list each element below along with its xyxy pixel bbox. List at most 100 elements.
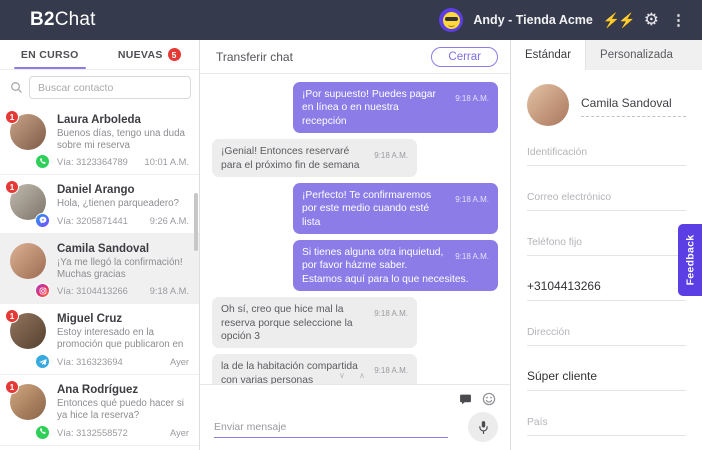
contact-list: 1 Laura Arboleda Buenos días, tengo una …	[0, 105, 199, 450]
message-input[interactable]	[214, 417, 448, 438]
field-placeholder: Dirección	[527, 327, 570, 338]
unread-badge: 1	[5, 180, 19, 195]
contact-list-item[interactable]: 1 Sebastián Arciniegas Ya hice la reserv…	[0, 446, 199, 450]
chat-message: 9:18 A.M. ¡Genial! Entonces reservaré pa…	[212, 139, 498, 177]
instagram-icon	[35, 283, 50, 299]
composer: ∨ ∧	[200, 371, 510, 450]
tab-en-curso[interactable]: EN CURSO	[0, 40, 100, 69]
feedback-label: Feedback	[684, 234, 696, 286]
form-field[interactable]: Teléfono fijo	[527, 232, 686, 256]
message-time: 9:18 A.M.	[374, 151, 408, 161]
logo-bold: B2	[30, 9, 55, 30]
transfer-chat-link[interactable]: Transferir chat	[216, 49, 293, 64]
conversations-sidebar: EN CURSO NUEVAS 5 1 Laura Arboleda	[0, 40, 200, 450]
field-placeholder: Correo electrónico	[527, 192, 612, 203]
feedback-button[interactable]: Feedback	[678, 224, 702, 296]
message-text: Oh sí, creo que hice mal la reserva porq…	[221, 304, 353, 342]
message-preview: Hola, ¿tienen parqueadero?	[57, 198, 180, 210]
message-bubble: 9:18 A.M. Si tienes alguna otra inquietu…	[293, 240, 498, 292]
mic-icon	[478, 420, 488, 434]
contact-time: Ayer	[170, 427, 189, 438]
sunglasses-emoji-icon	[442, 11, 460, 29]
chat-header: Transferir chat Cerrar	[200, 40, 510, 74]
field-placeholder: País	[527, 417, 548, 428]
emoji-icon[interactable]	[482, 392, 496, 406]
message-bubble: 9:18 A.M. Oh sí, creo que hice mal la re…	[212, 297, 417, 349]
message-bubble: 9:18 A.M. ¡Perfecto! Te confirmaremos po…	[293, 182, 498, 234]
contact-list-item[interactable]: 1 Miguel Cruz Estoy interesado en la pro…	[0, 304, 199, 376]
form-field[interactable]: +3104413266	[527, 277, 686, 301]
contact-avatar	[527, 84, 569, 126]
field-value: +3104413266	[527, 279, 601, 293]
details-form: Camila Sandoval Identificación Correo el…	[511, 70, 702, 450]
avatar	[10, 242, 46, 279]
message-preview: Entonces qué puedo hacer si ya hice la r…	[57, 398, 184, 422]
contact-via: Vía: 3132558572	[57, 427, 128, 438]
mic-button[interactable]	[468, 412, 498, 442]
message-bubble: 9:18 A.M. la de la habitación compartida…	[212, 354, 417, 384]
tab-en-curso-label: EN CURSO	[20, 48, 79, 61]
contact-list-item[interactable]: 1 Ana Rodríguez Entonces qué puedo hacer…	[0, 375, 199, 446]
unread-badge: 1	[5, 110, 19, 124]
unread-badge: 1	[5, 309, 19, 324]
tab-estandar[interactable]: Estándar	[511, 40, 587, 70]
message-preview: Estoy interesado en la promoción que pub…	[57, 327, 184, 352]
sidebar-scrollbar[interactable]	[194, 193, 198, 251]
form-field[interactable]: Súper cliente	[527, 367, 686, 391]
message-time: 9:18 A.M.	[455, 94, 489, 103]
contact-list-item[interactable]: 1 Daniel Arango Hola, ¿tienen parqueader…	[0, 175, 199, 234]
tab-estandar-label: Estándar	[525, 49, 572, 61]
close-chat-button[interactable]: Cerrar	[431, 46, 498, 67]
chat-message: 9:18 A.M. la de la habitación compartida…	[212, 354, 498, 384]
contact-name: Daniel Arango	[57, 184, 135, 197]
contact-time: 9:26 A.M.	[149, 215, 189, 226]
messages-area[interactable]: 9:18 A.M. ¡Por supuesto! Puedes pagar en…	[200, 74, 510, 384]
chat-bubble-icon[interactable]	[458, 393, 473, 406]
tab-nuevas-label: NUEVAS	[117, 48, 163, 61]
gear-icon[interactable]: ⚙	[643, 10, 659, 29]
contact-name: Camila Sandoval	[581, 95, 672, 110]
agent-avatar[interactable]	[439, 8, 464, 32]
search-input[interactable]	[29, 76, 191, 99]
tab-personalizada[interactable]: Personalizada	[586, 40, 687, 70]
chat-message: 9:18 A.M. Oh sí, creo que hice mal la re…	[212, 297, 498, 349]
search-icon	[10, 81, 23, 94]
whatsapp-icon	[35, 424, 50, 440]
unread-badge: 1	[5, 380, 19, 395]
contact-name: Laura Arboleda	[57, 114, 141, 126]
contact-details-panel: Estándar Personalizada Camila Sandoval I…	[510, 40, 702, 450]
message-preview: ¡Ya me llegó la confirmación! Muchas gra…	[57, 256, 183, 280]
tab-nuevas[interactable]: NUEVAS 5	[100, 40, 200, 69]
composer-resize-handles[interactable]: ∨ ∧	[339, 371, 371, 380]
message-text: ¡Perfecto! Te confirmaremos por este med…	[302, 189, 432, 228]
contact-time: 9:18 A.M.	[149, 286, 189, 297]
message-bubble: 9:18 A.M. ¡Por supuesto! Puedes pagar en…	[293, 82, 498, 134]
form-field[interactable]: País	[527, 412, 686, 436]
contact-via: Vía: 3123364789	[57, 157, 128, 168]
message-text: ¡Genial! Entonces reservaré para el próx…	[221, 146, 360, 171]
tab-personalizada-label: Personalizada	[600, 49, 673, 61]
contact-list-item[interactable]: Camila Sandoval ¡Ya me llegó la confirma…	[0, 233, 199, 305]
message-text: la de la habitación compartida con varia…	[221, 361, 358, 384]
contact-name-field[interactable]: Camila Sandoval	[581, 94, 686, 117]
details-tabs: Estándar Personalizada	[511, 40, 702, 70]
telegram-icon	[35, 354, 50, 370]
nuevas-count-badge: 5	[167, 48, 181, 61]
kebab-menu-icon[interactable]: ⋮	[671, 12, 686, 29]
top-bar: B2Chat Andy - Tienda Acme ⚡⚡ ⚙ ⋮	[0, 0, 702, 40]
message-text: Si tienes alguna otra inquietud, por fav…	[302, 247, 469, 285]
agent-name: Andy - Tienda Acme	[473, 13, 593, 27]
message-time: 9:18 A.M.	[455, 252, 489, 261]
contact-list-item[interactable]: 1 Laura Arboleda Buenos días, tengo una …	[0, 105, 199, 176]
form-field[interactable]: Identificación	[527, 142, 686, 166]
form-field[interactable]: Correo electrónico	[527, 187, 686, 211]
lightning-bolts-icon: ⚡⚡	[602, 11, 636, 28]
message-time: 9:18 A.M.	[455, 194, 489, 204]
chat-message: 9:18 A.M. ¡Por supuesto! Puedes pagar en…	[212, 82, 498, 134]
sidebar-tabs: EN CURSO NUEVAS 5	[0, 40, 199, 70]
contact-name: Miguel Cruz	[57, 313, 123, 326]
form-field[interactable]: Dirección	[527, 322, 686, 346]
message-preview: Buenos días, tengo una duda sobre mi res…	[57, 128, 186, 152]
contact-name: Camila Sandoval	[57, 242, 150, 255]
message-time: 9:18 A.M.	[374, 309, 408, 319]
